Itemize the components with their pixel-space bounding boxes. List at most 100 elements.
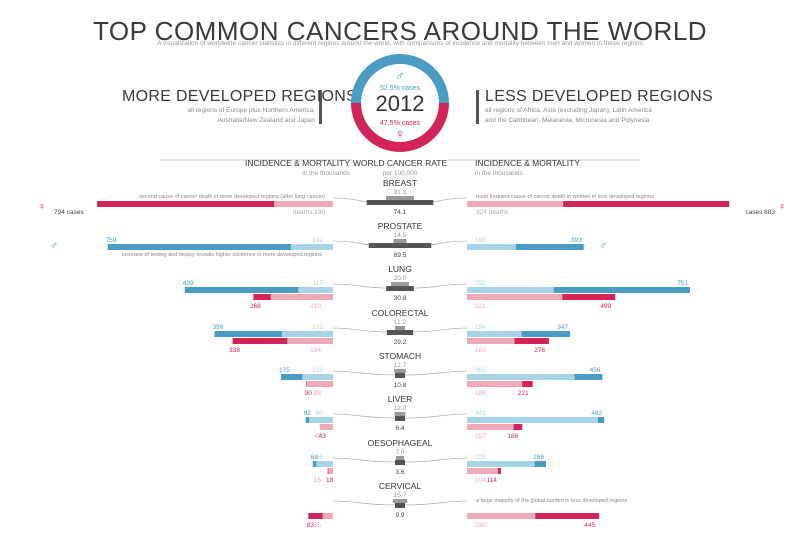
breast-cases-right: cases 883 (745, 209, 775, 216)
colorectal-less-male-mortality-bar (467, 331, 522, 337)
stomach-less-male-mortality-label: 362 (475, 367, 486, 374)
oesophageal-rate-bottom-label: 3.6 (395, 469, 404, 476)
liver-less-female-mortality-bar (467, 424, 523, 430)
oesophageal-more-female-incidence-label: 18 (326, 477, 334, 484)
colorectal-less-male-mortality-label: 184 (475, 324, 486, 331)
more-regions-desc-line1: all regions of Europe plus Northern Amer… (187, 107, 315, 114)
female-symbol-right-icon: ♀ (778, 201, 786, 213)
cervical-less-female-mortality-label: 230 (475, 522, 486, 529)
more-regions-title: MORE DEVELOPED REGIONS (122, 88, 358, 105)
liver-more-female-mortality-bar (319, 424, 333, 430)
page-title: TOP COMMON CANCERS AROUND THE WORLD (92, 16, 708, 46)
colorectal-less-female-mortality-bar (467, 338, 549, 344)
colorectal-left-connector (332, 327, 387, 333)
liver-rate-primary-marker (395, 416, 405, 421)
lung-less-male-incidence-label: 751 (677, 280, 688, 287)
breast-label: BREAST (383, 178, 417, 188)
liver-less-male-mortality-label: 441 (475, 410, 486, 417)
left-col-sub: in the thousands (302, 170, 350, 177)
oesophageal-more-male-mortality-label: 56 (316, 454, 324, 461)
prostate-note-left: increase of testing and biopsy reveals h… (122, 252, 322, 258)
colorectal-more-female-incidence-bar (232, 338, 333, 344)
stomach-less-female-incidence-label: 221 (518, 390, 529, 397)
prostate-more-male-incidence-bar (107, 244, 334, 250)
cervical-note-right: a large majority of the global burden in… (476, 498, 628, 504)
oesophageal-less-female-mortality-bar (467, 468, 501, 474)
breast-rate-bottom-label: 74.1 (394, 209, 407, 216)
oesophageal-rate-top-label: 7.0 (395, 449, 404, 456)
stomach-rate-primary-marker (395, 373, 405, 378)
liver-more-male-mortality-label: 80 (316, 410, 324, 417)
liver-right-connector (404, 413, 468, 419)
liver-less-female-incidence-bar (513, 424, 523, 430)
breast-less-female-incidence-bar (563, 201, 730, 207)
prostate-rate-primary-marker (368, 243, 432, 248)
stomach-more-male-incidence-label: 175 (279, 367, 290, 374)
stomach-less-male-mortality-bar (467, 374, 575, 380)
right-col-title: INCIDENCE & MORTALITY (475, 158, 580, 168)
lung-left-connector (332, 283, 387, 289)
stomach-less-female-incidence-bar (522, 381, 533, 387)
cervical-more-female-mortality-bar (322, 513, 333, 519)
liver-left-connector (332, 413, 396, 419)
colorectal-right-connector (413, 327, 468, 333)
lung-less-female-mortality-bar (467, 294, 616, 300)
badge-year: 2012 (376, 91, 425, 116)
stomach-less-female-mortality-bar (467, 381, 533, 387)
prostate-right-connector (431, 240, 468, 246)
badge-male-pct: 52.5% cases (380, 85, 421, 92)
liver-rate-top-label: 12.0 (394, 405, 407, 412)
cervical-rate-top-label: 15.7 (394, 492, 407, 499)
lung-more-male-incidence-bar (184, 287, 333, 293)
oesophageal-right-connector (404, 457, 468, 463)
colorectal-more-female-mortality-label: 154 (310, 347, 321, 354)
breast-rate-top-label: 31.3 (394, 189, 407, 196)
cervical-rate-secondary-marker (392, 499, 408, 503)
colorectal-more-female-incidence-label: 338 (229, 347, 240, 354)
colorectal-more-male-mortality-bar (281, 331, 333, 337)
prostate-more-male-mortality-bar (290, 244, 333, 250)
cervical-more-female-incidence-bar (308, 513, 333, 519)
center-col-sub: per 100,000 (383, 170, 418, 177)
center-col-title: WORLD CANCER RATE (353, 158, 448, 168)
prostate-rate-secondary-marker (393, 239, 407, 243)
female-symbol-icon: ♀ (395, 126, 405, 141)
liver-label: LIVER (388, 394, 413, 404)
stomach-right-connector (404, 370, 468, 376)
oesophageal-more-female-mortality-bar (328, 468, 333, 474)
prostate-label: PROSTATE (378, 221, 423, 231)
cervical-more-female-mortality-label: 35 (314, 522, 322, 529)
more-regions-divider (319, 90, 322, 124)
male-symbol-icon: ♂ (395, 68, 405, 83)
breast-more-female-incidence-bar (97, 201, 333, 207)
liver-more-male-mortality-bar (309, 417, 333, 423)
liver-less-male-mortality-bar (467, 417, 598, 423)
colorectal-more-male-incidence-bar (214, 331, 333, 337)
oesophageal-less-male-mortality-label: 228 (475, 454, 486, 461)
lung-rate-top-label: 20.0 (394, 275, 407, 282)
badge-female-arc (351, 102, 449, 152)
oesophageal-rate-primary-marker (395, 460, 405, 465)
lung-more-male-mortality-bar (298, 287, 333, 293)
prostate-less-male-incidence-label: 393 (571, 237, 582, 244)
year-badge: ♂ 52.5% cases 2012 47.5% cases ♀ (351, 54, 449, 152)
colorectal-more-male-incidence-label: 399 (212, 324, 223, 331)
prostate-less-male-incidence-bar (467, 244, 584, 250)
lung-rate-bottom-label: 30.8 (394, 295, 407, 302)
lung-right-connector (413, 283, 468, 289)
less-regions-desc-line2: and the Caribbean, Melanesia, Micronesia… (485, 117, 650, 124)
page-subtitle: A visualization of worldwide cancer stat… (157, 40, 643, 47)
colorectal-less-female-incidence-bar (514, 338, 549, 344)
oesophageal-less-female-incidence-label: 114 (486, 477, 497, 484)
oesophageal-less-female-mortality-label: 104 (475, 477, 486, 484)
colorectal-label: COLORECTAL (372, 308, 429, 318)
more-regions-desc-line2: Australia/New Zealand and Japan (217, 117, 315, 124)
lung-more-female-mortality-bar (270, 294, 333, 300)
prostate-left-connector (332, 240, 369, 246)
badge-female-pct: 47.5% cases (380, 120, 421, 127)
colorectal-rate-secondary-marker (394, 326, 406, 330)
prostate-rate-bottom-label: 69.5 (394, 252, 407, 259)
stomach-more-female-incidence-label: 90 (305, 390, 313, 397)
lung-more-female-mortality-label: 210 (310, 303, 321, 310)
